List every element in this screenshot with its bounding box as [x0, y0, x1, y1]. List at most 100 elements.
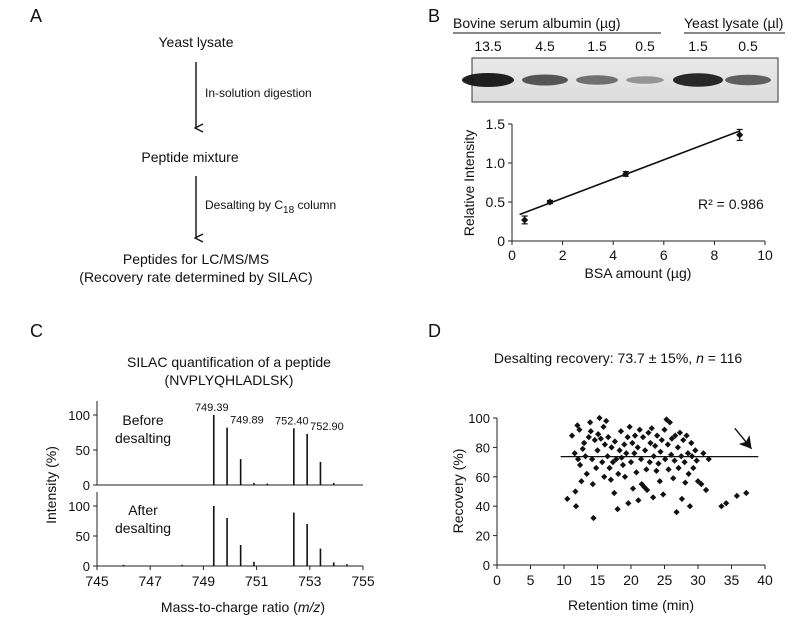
spectrum-x-tick-label: 753 — [298, 573, 322, 589]
recovery-point — [623, 450, 630, 457]
recovery-point — [576, 461, 584, 469]
recovery-point — [655, 460, 662, 467]
recovery-y-tick-label: 0 — [483, 558, 490, 573]
calibration-x-tick-label: 2 — [559, 247, 567, 263]
recovery-point — [611, 438, 619, 445]
recovery-y-tick-label: 40 — [476, 499, 490, 514]
recovery-point — [641, 447, 649, 454]
calibration-y-label: Relative Intensity — [461, 130, 477, 237]
recovery-point — [618, 454, 625, 461]
recovery-point — [585, 433, 592, 441]
spectrum-after-label-line1: After — [128, 502, 158, 518]
spectrum-peak-label: 749.89 — [230, 415, 264, 427]
spectrum-axes: 0 50 100 0 50 100 745 747 749 751 753 755 — [68, 401, 375, 589]
calibration-x-tick-label: 4 — [609, 247, 617, 263]
spectrum-x-label-main: Mass-to-charge ratio ( — [161, 599, 298, 615]
spectrum-x-tick-label: 745 — [85, 573, 109, 589]
recovery-point — [685, 470, 692, 477]
gel-lane-label: 1.5 — [587, 38, 607, 54]
recovery-point — [615, 470, 622, 477]
calibration-marks — [519, 128, 744, 225]
recovery-point — [645, 429, 652, 436]
gel-group-yeast: Yeast lysate (µl) — [684, 15, 783, 31]
recovery-point — [608, 444, 615, 451]
gel-lane-labels: 13.5 4.5 1.5 0.5 1.5 0.5 — [474, 38, 758, 54]
recovery-point — [629, 485, 637, 492]
calibration-plot: 0 2 4 6 8 10 0 0.5 1.0 1.5 R² = 0.986 BSA amount … — [461, 116, 773, 281]
gel-bands — [462, 73, 771, 87]
recovery-scatter-panel: Desalting recovery: 73.7 ± 15%, n = 116 … — [450, 350, 773, 613]
recovery-point — [589, 481, 596, 488]
recovery-point — [601, 473, 608, 480]
recovery-point — [657, 448, 664, 455]
recovery-point — [624, 433, 631, 441]
spectrum-subtitle: (NVPLYQHLADLSK) — [165, 372, 294, 388]
recovery-point — [649, 494, 657, 501]
recovery-point — [702, 486, 710, 494]
calibration-x-tick-label: 10 — [757, 247, 773, 263]
recovery-point — [590, 514, 597, 522]
recovery-x-tick-label: 25 — [657, 572, 673, 588]
gel-band — [725, 74, 771, 86]
calibration-ticks: 0 2 4 6 8 10 0 0.5 1.0 1.5 — [486, 116, 773, 263]
spectrum-y-tick-label: 0 — [83, 478, 90, 493]
calibration-fit-line — [519, 130, 740, 216]
flow-step-peptides-line1: Peptides for LC/MS/MS — [123, 251, 269, 267]
recovery-point — [597, 435, 604, 442]
recovery-point — [607, 476, 615, 483]
recovery-ticks: 0 5 10 15 20 25 30 35 40 0 20 40 60 80 100 — [468, 411, 773, 588]
spectrum-y-tick-label: 0 — [83, 559, 90, 574]
recovery-point — [636, 426, 643, 433]
recovery-point — [693, 457, 700, 464]
recovery-point — [568, 432, 576, 439]
recovery-marks — [560, 414, 759, 522]
recovery-point — [681, 458, 688, 466]
recovery-point — [587, 428, 594, 435]
recovery-point — [668, 435, 675, 442]
recovery-point — [661, 426, 668, 433]
recovery-title: Desalting recovery: 73.7 ± 15%, n = 116 — [494, 350, 743, 366]
recovery-point — [633, 469, 640, 476]
recovery-point — [743, 489, 750, 497]
recovery-x-tick-label: 5 — [527, 572, 535, 588]
recovery-point — [625, 500, 632, 507]
recovery-point — [654, 432, 661, 439]
recovery-point — [614, 506, 621, 513]
recovery-point — [564, 495, 571, 502]
recovery-point — [621, 473, 629, 480]
recovery-point — [664, 441, 671, 448]
gel-band — [626, 76, 664, 84]
recovery-point — [690, 464, 697, 472]
calibration-point — [521, 216, 529, 224]
mass-spectrum-panel: SILAC quantification of a peptide (NVPLY… — [43, 354, 375, 615]
recovery-point — [606, 464, 613, 472]
recovery-point — [627, 458, 635, 466]
recovery-point — [683, 432, 690, 439]
recovery-point — [671, 457, 678, 464]
recovery-point — [665, 466, 672, 473]
recovery-point — [631, 432, 639, 439]
gel-lane-label: 4.5 — [535, 38, 555, 54]
spectrum-y-tick-label: 100 — [68, 499, 90, 514]
gel-lane-label: 0.5 — [635, 38, 655, 54]
spectrum-peak-label: 749.39 — [195, 402, 229, 414]
recovery-point — [626, 423, 633, 430]
recovery-point — [694, 478, 702, 485]
gel-band — [522, 74, 568, 86]
recovery-point — [583, 470, 590, 477]
recovery-point — [673, 508, 680, 516]
recovery-point — [616, 447, 623, 454]
recovery-x-tick-label: 20 — [623, 572, 639, 588]
gel-lane-label: 0.5 — [738, 38, 758, 54]
recovery-point — [700, 450, 707, 457]
recovery-x-tick-label: 15 — [590, 572, 606, 588]
recovery-point — [670, 475, 677, 482]
panel-label-d: D — [428, 321, 441, 341]
gel-panel: Bovine serum albumin (µg) Yeast lysate (… — [453, 15, 785, 103]
panel-label-b: B — [428, 6, 440, 26]
recovery-point — [635, 497, 642, 504]
gel-lane-label: 13.5 — [474, 38, 501, 54]
calibration-x-label: BSA amount (µg) — [585, 265, 692, 281]
recovery-y-tick-label: 20 — [476, 529, 490, 544]
